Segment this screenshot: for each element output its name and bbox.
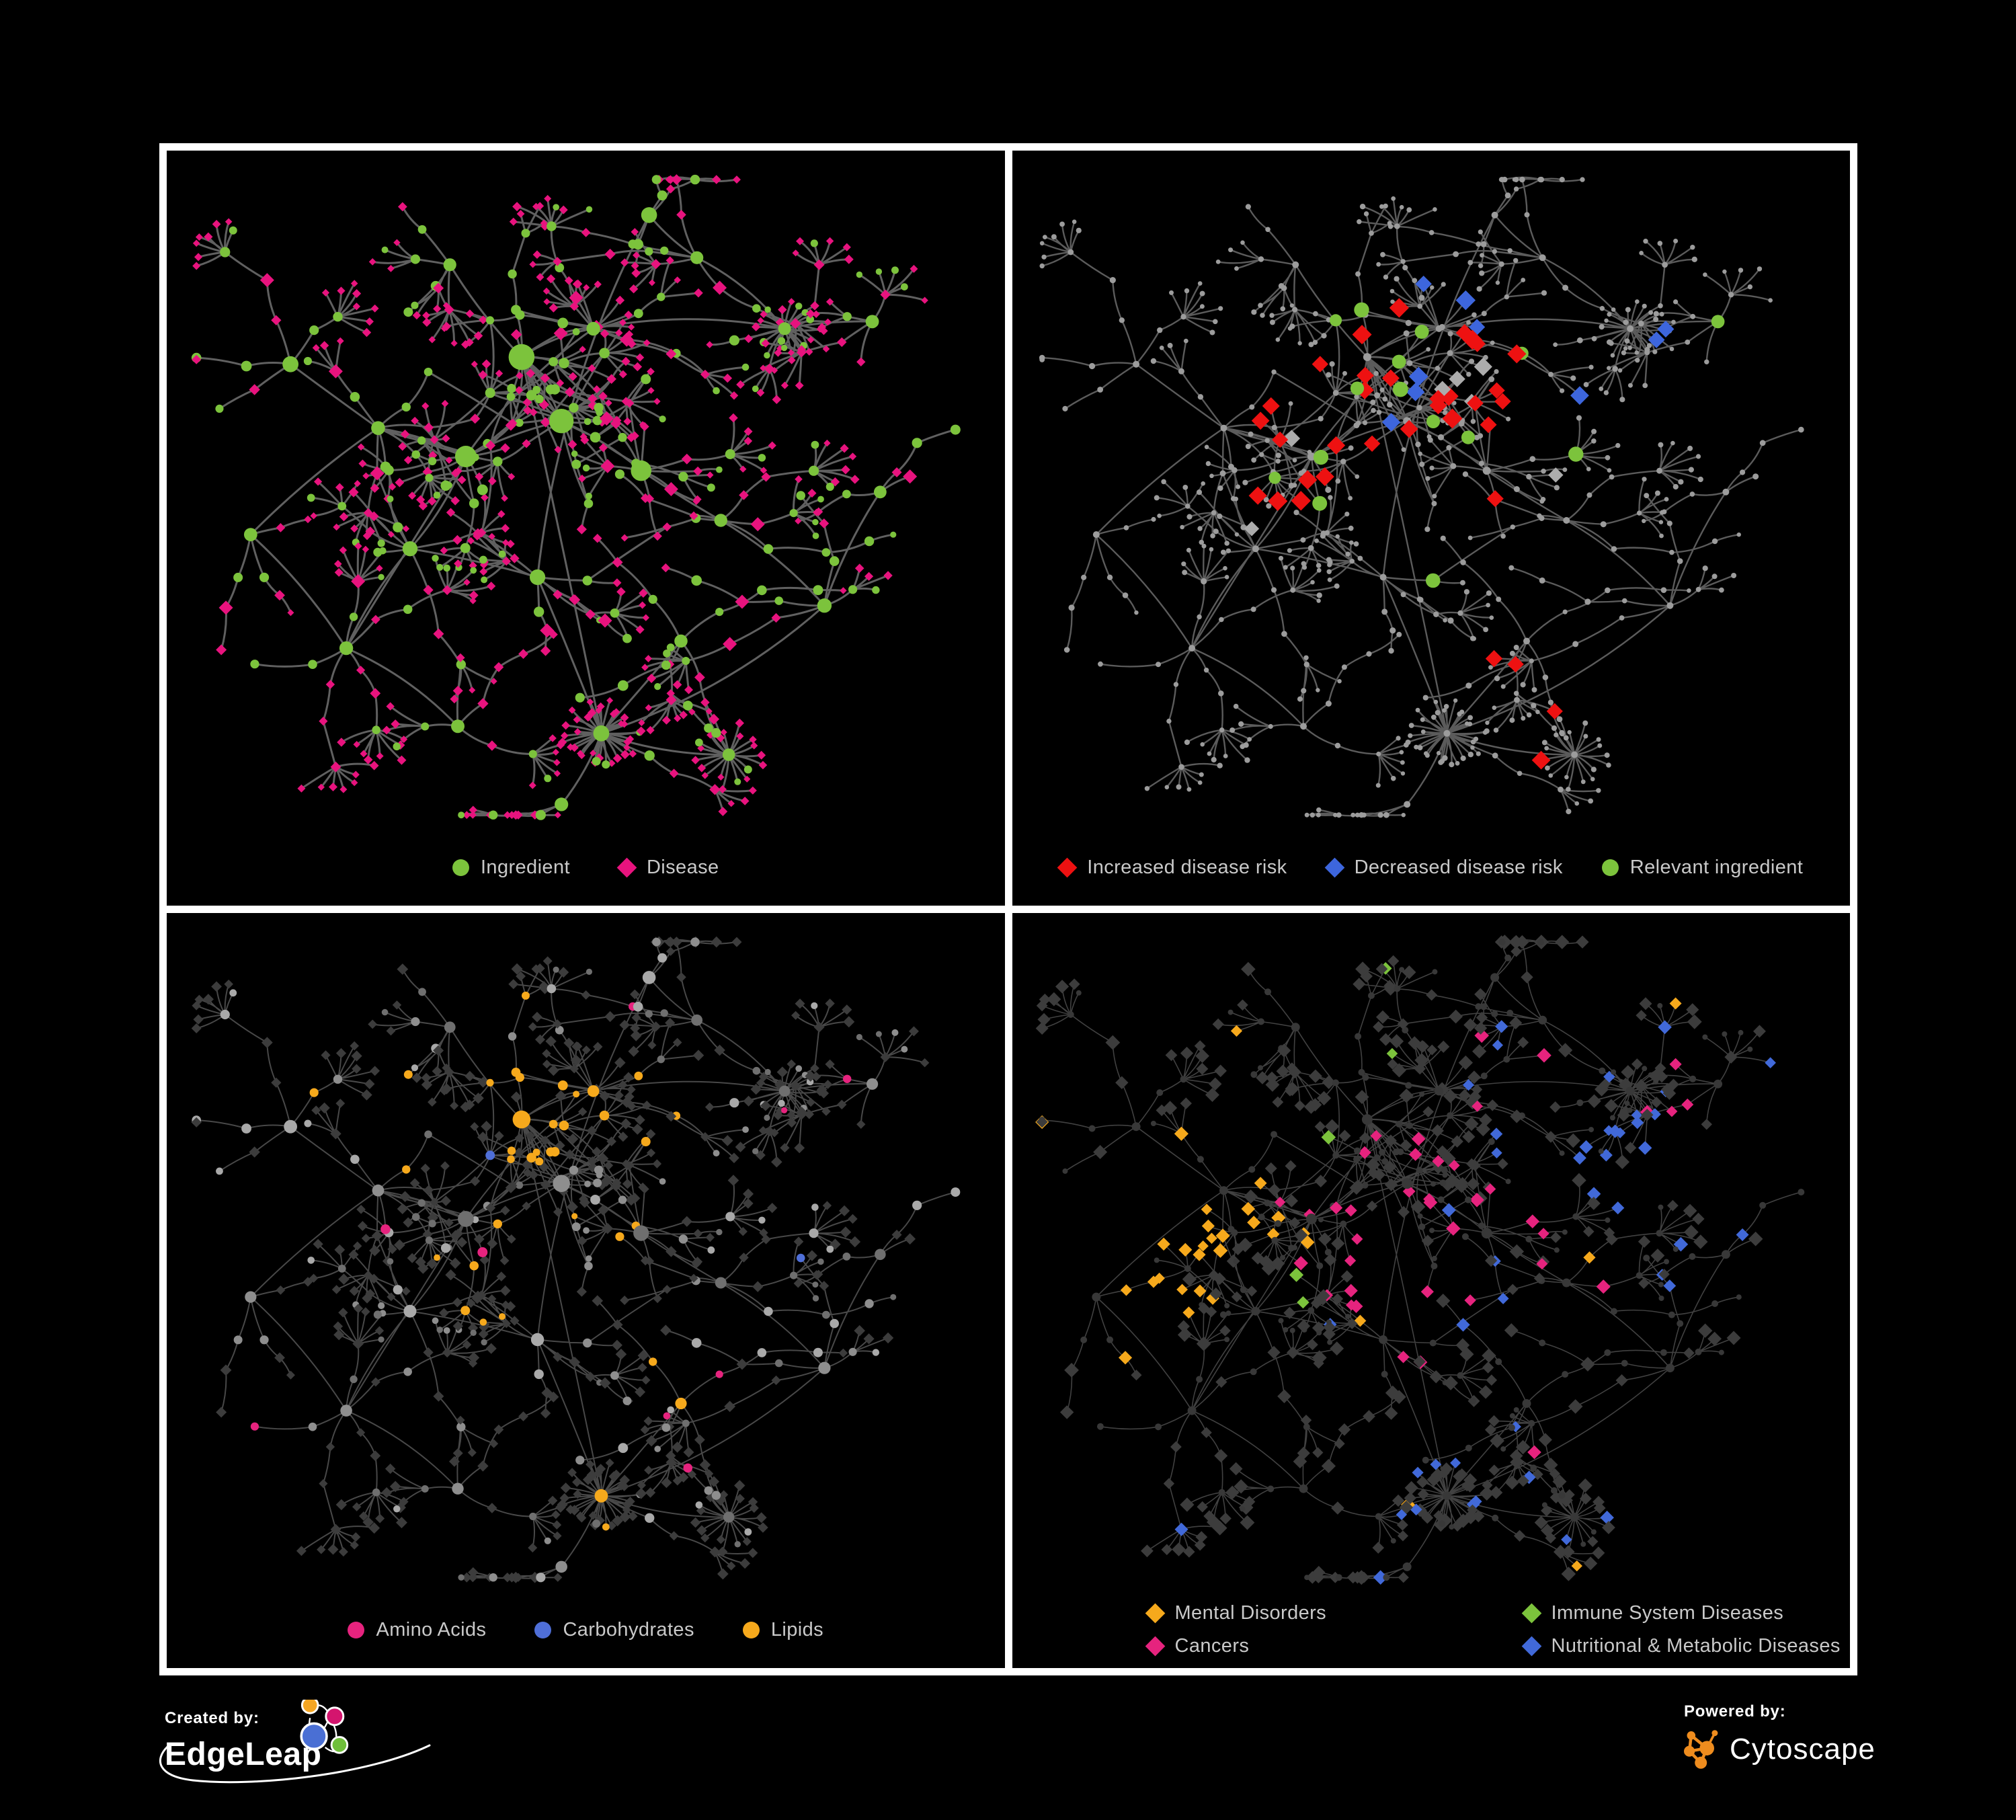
legend-item-lipids: Lipids — [742, 1619, 824, 1641]
mental-disorders-diamond-marker — [1145, 1603, 1165, 1624]
legend-label: Disease — [646, 857, 719, 878]
panel-ingredient-disease: Ingredient Disease — [167, 151, 1005, 906]
legend-label: Cancers — [1174, 1635, 1250, 1657]
legend-item-immune-system-diseases: Immune System Diseases — [1521, 1602, 1841, 1624]
panel-grid: Ingredient Disease Increased disease ris… — [159, 143, 1857, 1675]
carbohydrates-circle-marker — [534, 1622, 552, 1638]
lipids-circle-marker — [742, 1622, 760, 1638]
network-ingredient-disease — [191, 174, 961, 820]
legend-label: Immune System Diseases — [1551, 1602, 1784, 1624]
legend-item-nutritional-metabolic: Nutritional & Metabolic Diseases — [1521, 1635, 1841, 1657]
legend-item-ingredient: Ingredient — [452, 857, 570, 879]
nutritional-metabolic-diamond-marker — [1521, 1636, 1541, 1657]
legend-item-cancers: Cancers — [1145, 1635, 1496, 1657]
cytoscape-name: Cytoscape — [1730, 1733, 1876, 1766]
legend-label: Amino Acids — [376, 1619, 487, 1640]
network-disease-categories — [1035, 935, 1804, 1585]
legend-label: Increased disease risk — [1087, 857, 1287, 878]
legend-label: Decreased disease risk — [1354, 857, 1563, 878]
panel-disease-risk: Increased disease risk Decreased disease… — [1012, 151, 1851, 906]
increased-risk-diamond-marker — [1057, 857, 1078, 878]
edgeleap-credit: Created by: EdgeLeap — [159, 1700, 431, 1784]
legend-label: Relevant ingredient — [1629, 857, 1804, 878]
powered-by-label: Powered by: — [1684, 1702, 1786, 1720]
legend-ingredient-classes: Amino Acids Carbohydrates Lipids — [167, 1619, 1005, 1641]
legend-label: Nutritional & Metabolic Diseases — [1551, 1635, 1841, 1657]
legend-ingredient-disease: Ingredient Disease — [167, 857, 1005, 879]
cancers-diamond-marker — [1145, 1636, 1165, 1657]
legend-item-carbohydrates: Carbohydrates — [534, 1619, 694, 1641]
legend-item-amino-acids: Amino Acids — [348, 1619, 486, 1641]
edgeleap-logo-icon — [300, 1700, 349, 1754]
legend-disease-risk: Increased disease risk Decreased disease… — [1012, 857, 1851, 879]
network-ingredient-classes — [191, 936, 961, 1583]
cytoscape-logo-icon — [1684, 1730, 1718, 1769]
legend-item-disease: Disease — [616, 857, 719, 879]
immune-diseases-diamond-marker — [1521, 1603, 1541, 1624]
amino-acids-circle-marker — [348, 1622, 365, 1638]
legend-label: Mental Disorders — [1174, 1602, 1327, 1624]
legend-item-increased-risk: Increased disease risk — [1057, 857, 1287, 879]
network-disease-risk — [1039, 176, 1804, 818]
legend-label: Lipids — [770, 1619, 824, 1640]
panel-disease-categories: Mental Disorders Immune System Diseases … — [1012, 913, 1850, 1668]
created-by-label: Created by: — [165, 1709, 259, 1727]
legend-item-decreased-risk: Decreased disease risk — [1324, 857, 1563, 879]
relevant-ingredient-circle-marker — [1601, 859, 1619, 876]
legend-item-mental-disorders: Mental Disorders — [1145, 1602, 1496, 1624]
decreased-risk-diamond-marker — [1324, 857, 1344, 878]
legend-label: Carbohydrates — [563, 1619, 694, 1640]
ingredient-circle-marker — [452, 859, 469, 876]
legend-item-relevant-ingredient: Relevant ingredient — [1601, 857, 1804, 879]
disease-diamond-marker — [616, 857, 637, 878]
cytoscape-credit: Powered by: Cytoscape — [1684, 1702, 1876, 1772]
legend-disease-categories: Mental Disorders Immune System Diseases … — [1145, 1602, 1841, 1657]
legend-label: Ingredient — [480, 857, 570, 878]
panel-ingredient-classes: Amino Acids Carbohydrates Lipids — [167, 913, 1005, 1668]
